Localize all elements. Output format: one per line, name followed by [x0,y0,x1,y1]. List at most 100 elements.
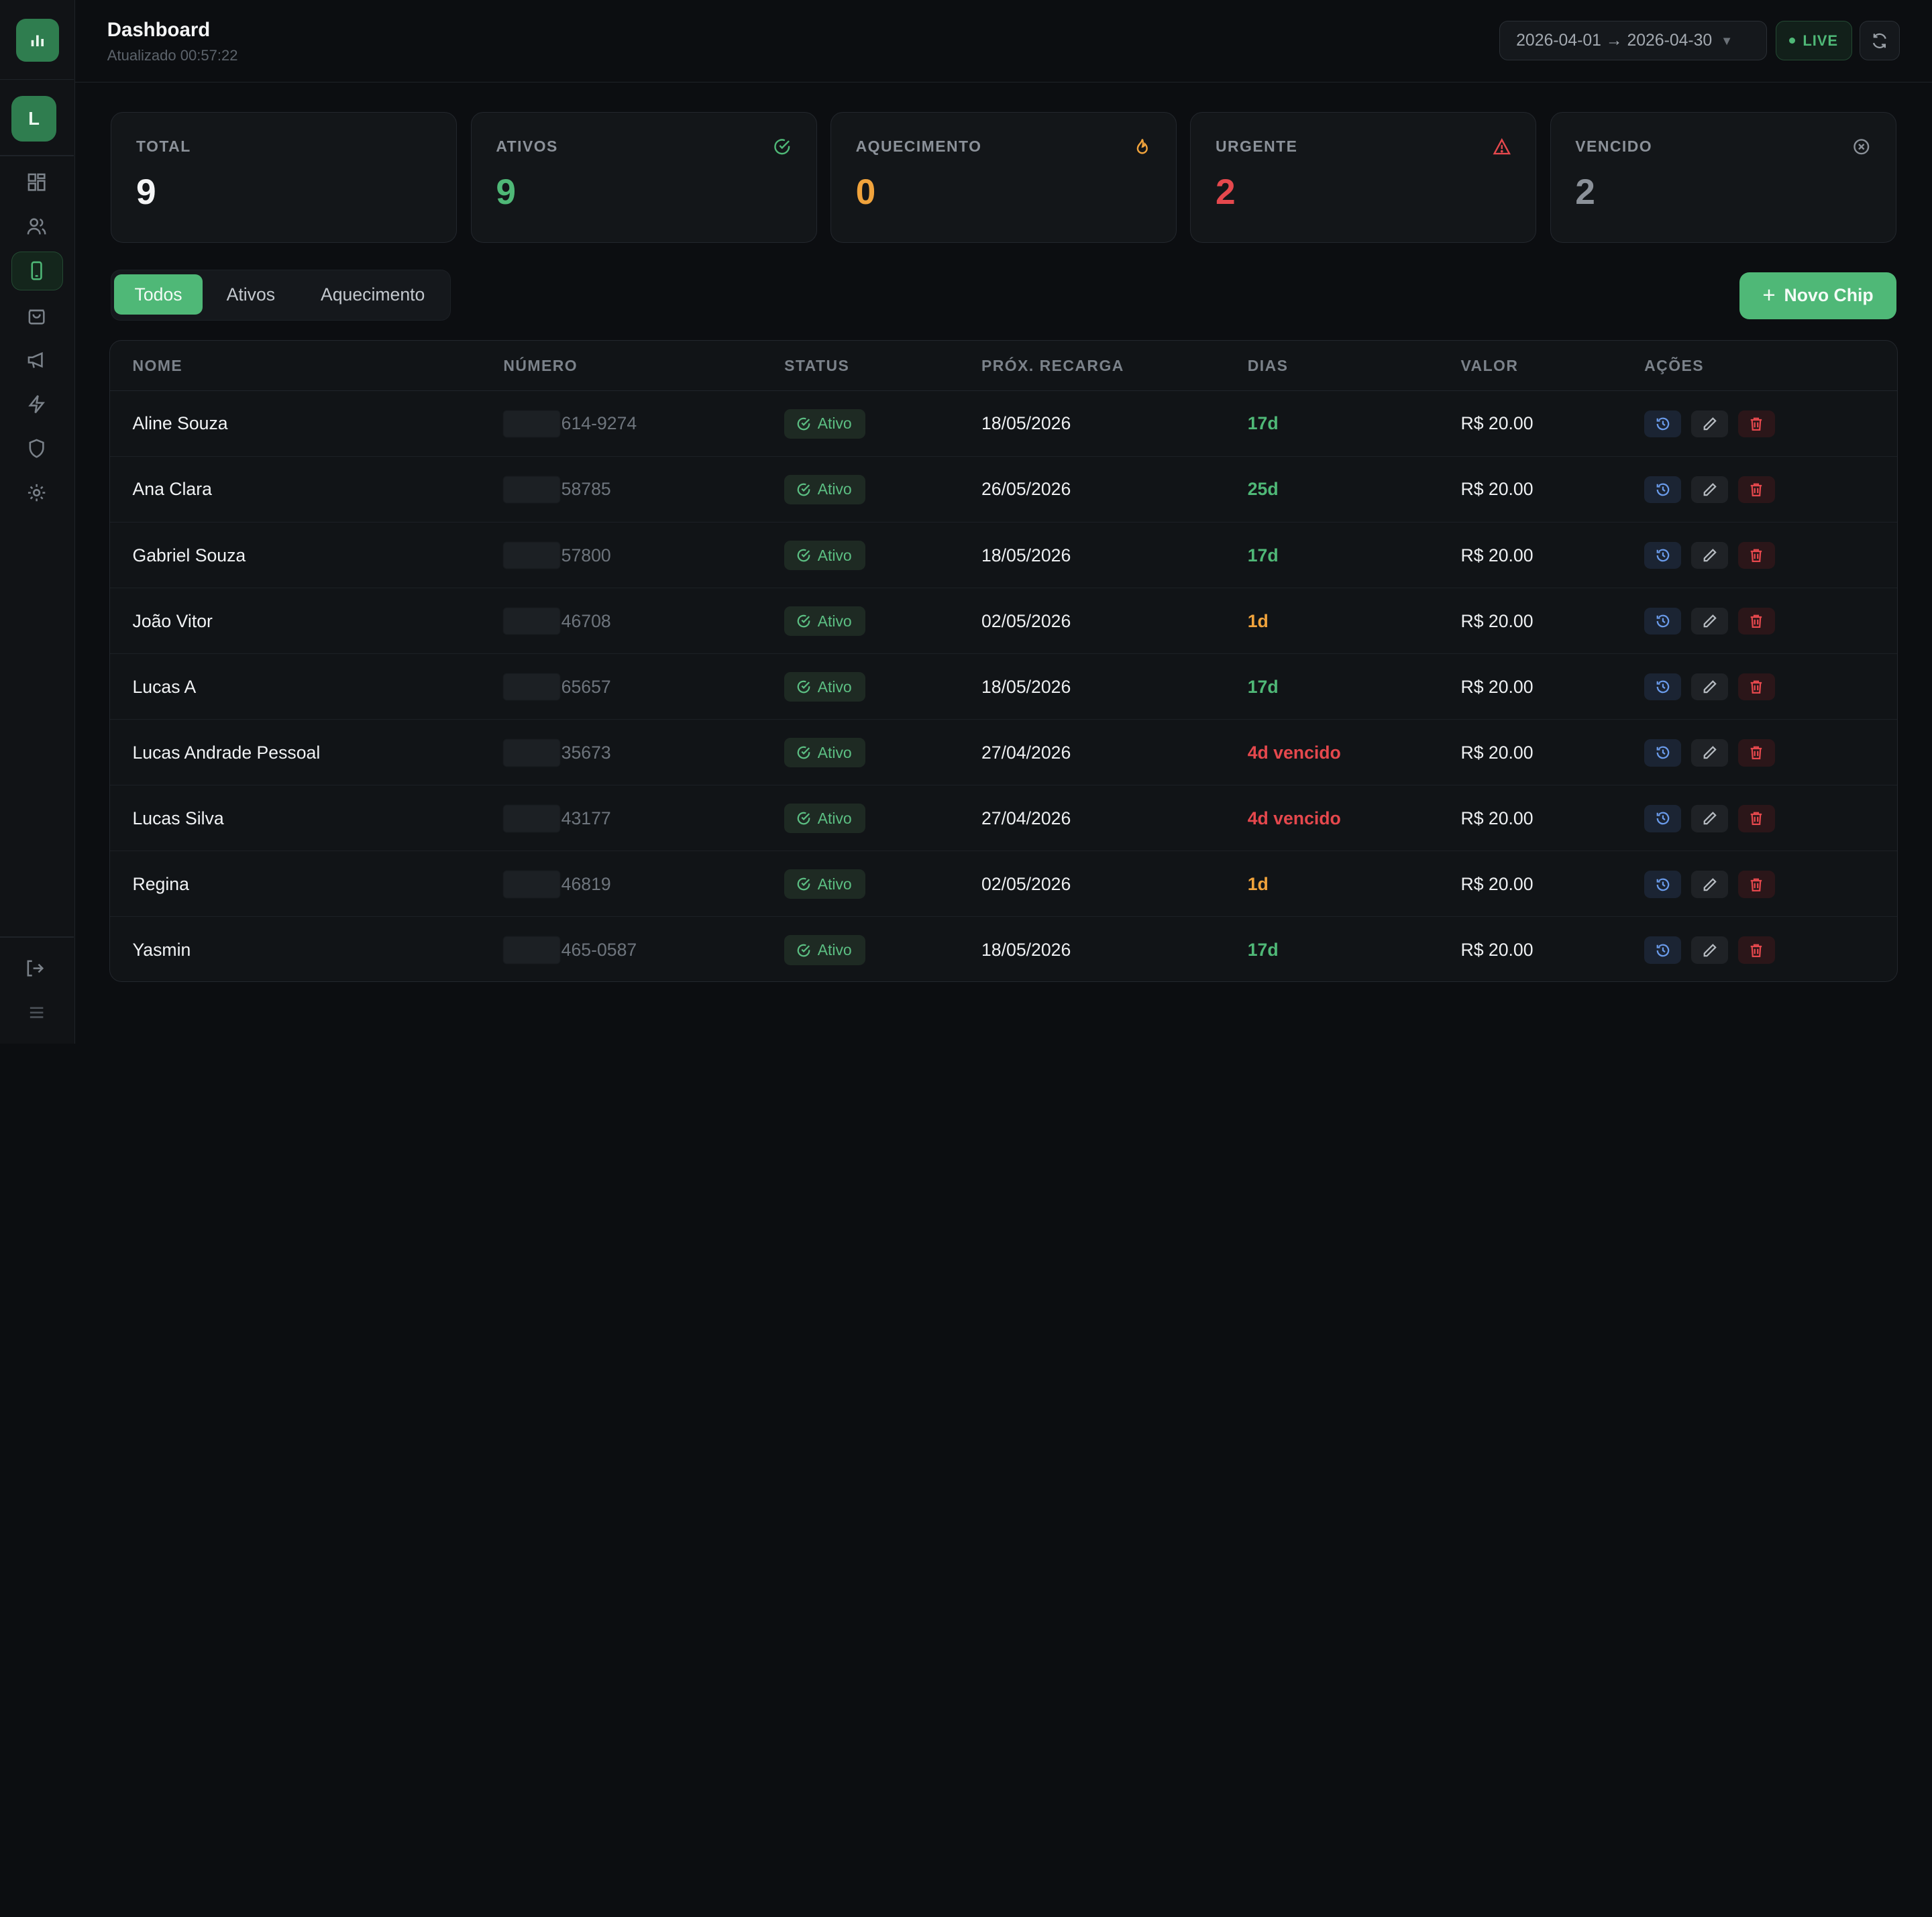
flame-icon [1136,138,1148,154]
stat-value: 2 [1575,172,1595,213]
stat-value: 9 [136,172,156,213]
tab-todos[interactable]: Todos [113,274,203,315]
live-badge[interactable]: LIVE [1775,21,1852,60]
edit-button[interactable] [1690,541,1729,569]
delete-button[interactable] [1737,936,1775,964]
chip-number-text: 35673 [561,742,611,763]
new-chip-button[interactable]: + Novo Chip [1739,272,1896,319]
status-text: Ativo [817,809,852,827]
row-actions [1644,391,1784,456]
status-text: Ativo [817,480,852,498]
table-row[interactable]: João Vitor 46708 Ativo 02/05/2026 1d R$ … [110,588,1897,654]
history-button[interactable] [1644,871,1682,898]
pencil-icon [1703,943,1717,956]
table-row[interactable]: Yasmin 465-0587 Ativo 18/05/2026 17d R$ … [110,918,1896,981]
sidebar-item-settings[interactable] [11,473,63,512]
sidebar-item-chips[interactable] [11,251,63,291]
column-header-prox-recarga[interactable]: PRÓX. RECARGA [981,356,1124,374]
delete-button[interactable] [1737,541,1775,569]
pencil-icon [1703,680,1717,694]
column-header-status[interactable]: STATUS [784,356,850,374]
table-row[interactable]: Aline Souza 614-9274 Ativo 18/05/2026 17… [110,391,1897,457]
table-row[interactable]: Lucas Andrade Pessoal 35673 Ativo 27/04/… [110,720,1897,785]
sidebar-item-security[interactable] [11,429,63,468]
edit-button[interactable] [1690,476,1729,504]
column-header-numero[interactable]: NÚMERO [503,356,578,374]
chip-value: R$ 20.00 [1460,545,1534,565]
bar-chart-logo-icon[interactable] [15,18,60,62]
next-recharge-date: 18/05/2026 [981,413,1071,434]
chip-value: R$ 20.00 [1460,742,1534,763]
history-button[interactable] [1644,739,1682,767]
delete-button[interactable] [1737,871,1775,898]
avatar[interactable]: L [11,96,57,142]
logout-button[interactable] [9,948,60,988]
redacted-number-mask [503,936,560,964]
sidebar-item-shop[interactable] [11,296,63,335]
delete-button[interactable] [1737,805,1775,832]
delete-button[interactable] [1737,739,1775,767]
chip-name: Ana Clara [132,479,212,500]
sidebar-item-campaigns[interactable] [11,340,63,380]
live-dot-icon [1789,38,1796,44]
stat-card-aquecimento: AQUECIMENTO 0 [830,112,1177,243]
shield-icon [30,439,45,458]
history-button[interactable] [1644,476,1682,504]
row-actions [1644,523,1784,588]
edit-button[interactable] [1690,871,1729,898]
history-button[interactable] [1644,607,1682,635]
edit-button[interactable] [1690,673,1729,701]
chip-number-text: 46819 [561,873,611,894]
delete-button[interactable] [1737,476,1775,504]
edit-button[interactable] [1690,805,1729,832]
tab-aquecimento[interactable]: Aquecimento [320,284,425,305]
chip-name: Regina [132,873,189,894]
days-remaining: 1d [1247,873,1269,894]
edit-button[interactable] [1690,607,1729,635]
sidebar-item-users[interactable] [11,207,63,247]
check-circle-icon [798,878,810,891]
row-actions [1644,918,1784,981]
stat-value: 2 [1215,172,1236,213]
date-range-select[interactable]: 2026-04-01 → 2026-04-30 ▼ [1499,21,1767,60]
table-row[interactable]: Gabriel Souza 57800 Ativo 18/05/2026 17d… [110,523,1897,588]
table-row[interactable]: Ana Clara 58785 Ativo 26/05/2026 25d R$ … [110,457,1897,523]
check-circle-icon [798,680,810,694]
tab-ativos[interactable]: Ativos [226,284,276,305]
history-icon [1656,483,1669,496]
delete-button[interactable] [1737,673,1775,701]
app: L Da [0,0,1932,1044]
status-cell: Ativo [784,918,865,981]
column-header-valor[interactable]: VALOR [1460,356,1519,374]
redacted-number-mask [503,805,560,832]
history-button[interactable] [1644,410,1682,438]
table-row[interactable]: Lucas Silva 43177 Ativo 27/04/2026 4d ve… [110,786,1897,852]
status-text: Ativo [817,875,852,893]
sidebar-item-dashboard[interactable] [11,162,63,202]
page-title: Dashboard [107,18,211,41]
delete-button[interactable] [1737,607,1775,635]
sidebar-divider [0,936,74,938]
table-row[interactable]: Regina 46819 Ativo 02/05/2026 1d R$ 20.0… [110,852,1897,918]
status-badge: Ativo [784,935,865,965]
column-header-dias[interactable]: DIAS [1247,356,1289,374]
history-button[interactable] [1644,541,1682,569]
chip-number: 614-9274 [503,391,637,456]
next-recharge-date: 26/05/2026 [981,479,1071,500]
column-header-nome[interactable]: NOME [132,356,183,374]
edit-button[interactable] [1690,410,1729,438]
table-row[interactable]: Lucas A 65657 Ativo 18/05/2026 17d R$ 20… [110,655,1897,720]
redacted-number-mask [503,739,560,767]
trash-icon [1751,680,1762,694]
history-button[interactable] [1644,673,1682,701]
chip-name: Lucas Silva [132,808,224,828]
sidebar-item-automations[interactable] [11,384,63,424]
refresh-button[interactable] [1859,21,1900,60]
history-button[interactable] [1644,805,1682,832]
history-button[interactable] [1644,936,1682,964]
trash-icon [1751,746,1762,760]
edit-button[interactable] [1690,936,1729,964]
menu-toggle-button[interactable] [11,993,63,1032]
edit-button[interactable] [1690,739,1729,767]
delete-button[interactable] [1737,410,1775,438]
